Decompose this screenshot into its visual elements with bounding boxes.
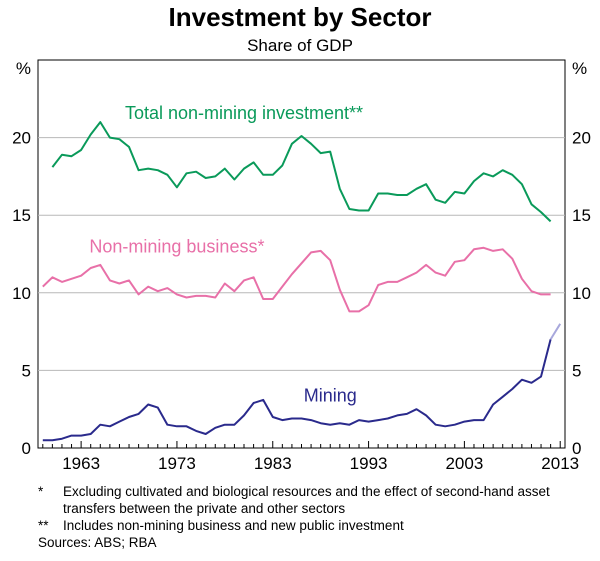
- y-tick-label-right: 20: [572, 129, 591, 148]
- sources-line: Sources: ABS; RBA: [38, 535, 157, 550]
- y-tick-label-right: 5: [572, 361, 581, 380]
- y-tick-label-right: 10: [572, 284, 591, 303]
- chart-subtitle: Share of GDP: [247, 36, 353, 55]
- y-unit-left: %: [16, 59, 31, 78]
- y-unit-right: %: [572, 59, 587, 78]
- series-line-2: [42, 339, 552, 442]
- chart-title: Investment by Sector: [168, 2, 432, 32]
- x-tick-label: 1983: [254, 454, 292, 473]
- x-tick-label: 1963: [62, 454, 100, 473]
- series-label-0: Total non-mining investment**: [125, 103, 363, 123]
- footnote-2-text: Includes non-mining business and new pub…: [63, 518, 404, 533]
- footnote-1-text: Excluding cultivated and biological reso…: [63, 484, 550, 516]
- y-tick-label-left: 5: [22, 361, 31, 380]
- y-tick-label-left: 10: [12, 284, 31, 303]
- series-line-0: [51, 121, 552, 223]
- footnote-2: ** Includes non-mining business and new …: [38, 517, 578, 534]
- series-line-1: [42, 246, 551, 313]
- x-tick-label: 1993: [350, 454, 388, 473]
- footnote-1: * Excluding cultivated and biological re…: [38, 483, 578, 517]
- footnotes: * Excluding cultivated and biological re…: [38, 483, 578, 551]
- footnote-2-mark: **: [38, 518, 49, 533]
- y-tick-label-left: 15: [12, 206, 31, 225]
- series-label-2: Mining: [304, 385, 357, 405]
- y-tick-label-right: 0: [572, 439, 581, 458]
- x-tick-label: 1973: [158, 454, 196, 473]
- series-label-1: Non-mining business*: [89, 236, 264, 256]
- footnote-1-mark: *: [38, 484, 44, 499]
- series-forecast-line-2: [549, 323, 562, 340]
- x-tick-label: 2013: [541, 454, 579, 473]
- y-tick-label-right: 15: [572, 206, 591, 225]
- x-tick-label: 2003: [445, 454, 483, 473]
- y-tick-label-left: 0: [22, 439, 31, 458]
- y-tick-label-left: 20: [12, 129, 31, 148]
